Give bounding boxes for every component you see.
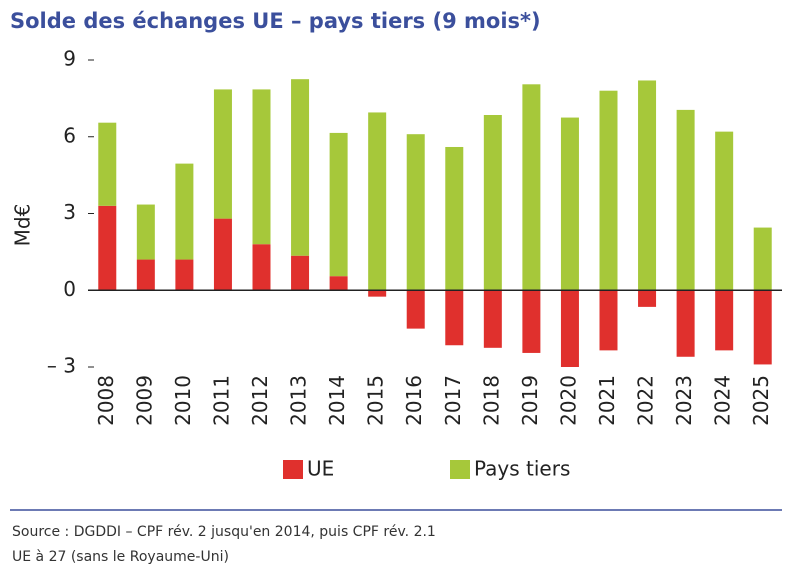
bar xyxy=(599,290,618,351)
bar xyxy=(638,80,657,291)
x-tick-label: 2021 xyxy=(595,375,619,426)
bar xyxy=(638,290,657,307)
x-tick-label: 2022 xyxy=(634,375,658,426)
x-tick-label: 2019 xyxy=(518,375,542,426)
x-tick-label: 2017 xyxy=(441,375,465,426)
bar xyxy=(291,79,310,256)
bar xyxy=(599,90,618,291)
x-tick-label: 2024 xyxy=(711,375,735,426)
bar xyxy=(715,131,734,291)
bar xyxy=(368,112,387,291)
bar xyxy=(98,122,117,206)
bar xyxy=(213,89,232,219)
bar xyxy=(522,84,541,291)
bar xyxy=(329,132,348,277)
bar xyxy=(560,117,579,291)
bar xyxy=(445,146,464,291)
bar xyxy=(753,227,772,291)
bar xyxy=(406,134,425,291)
x-tick-label: 2015 xyxy=(364,375,388,426)
bar xyxy=(213,218,232,291)
x-tick-label: 2011 xyxy=(209,375,233,426)
legend-swatch xyxy=(450,460,470,479)
bar xyxy=(368,290,387,297)
x-tick-label: 2023 xyxy=(672,375,696,426)
bar xyxy=(676,109,695,291)
legend-label: Pays tiers xyxy=(474,457,570,481)
x-tick-label: 2009 xyxy=(132,375,156,426)
legend-swatch xyxy=(283,460,303,479)
bar xyxy=(676,290,695,357)
x-tick-label: 2025 xyxy=(749,375,773,426)
bar xyxy=(252,89,271,245)
x-tick-label: 2012 xyxy=(248,375,272,426)
bar xyxy=(483,115,502,291)
y-tick-label: – 3 xyxy=(47,354,76,378)
x-tick-label: 2013 xyxy=(287,375,311,426)
y-tick-label: 0 xyxy=(63,277,76,301)
bar xyxy=(252,244,271,291)
chart-title: Solde des échanges UE – pays tiers (9 mo… xyxy=(10,9,541,33)
y-axis-label: Md€ xyxy=(11,204,35,247)
bar xyxy=(406,290,425,329)
bar xyxy=(136,204,155,260)
source-note: UE à 27 (sans le Royaume-Uni) xyxy=(12,549,229,565)
y-tick-label: 3 xyxy=(63,200,76,224)
x-tick-label: 2008 xyxy=(94,375,118,426)
bar xyxy=(715,290,734,351)
x-tick-label: 2016 xyxy=(402,375,426,426)
y-tick-label: 6 xyxy=(63,123,76,147)
x-tick-label: 2020 xyxy=(556,375,580,426)
bar xyxy=(291,255,310,291)
bar xyxy=(175,259,194,291)
bar xyxy=(175,163,194,260)
y-tick-label: 9 xyxy=(63,47,76,71)
x-tick-label: 2014 xyxy=(325,375,349,426)
bar xyxy=(136,259,155,291)
source-note: Source : DGDDI – CPF rév. 2 jusqu'en 201… xyxy=(12,524,436,540)
bar xyxy=(98,205,117,291)
x-tick-label: 2018 xyxy=(479,375,503,426)
bar xyxy=(329,276,348,291)
legend-label: UE xyxy=(307,457,334,481)
bar xyxy=(522,290,541,353)
bar xyxy=(753,290,772,365)
bar xyxy=(560,290,579,367)
x-tick-label: 2010 xyxy=(171,375,195,426)
bar xyxy=(483,290,502,348)
bar xyxy=(445,290,464,346)
